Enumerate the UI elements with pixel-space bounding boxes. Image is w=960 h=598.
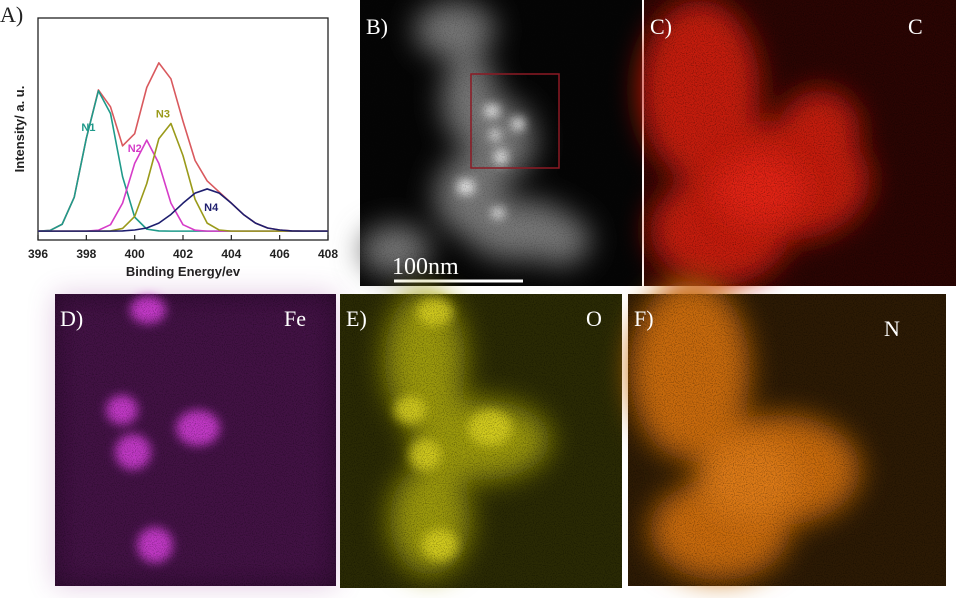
series-line xyxy=(37,62,328,232)
xps-chart: A) Binding Energy/ev Intensity/ a. u. 39… xyxy=(0,2,338,279)
peak-label: N4 xyxy=(204,202,219,214)
x-tick-label: 404 xyxy=(221,247,241,261)
scale-bar-label: 100nm xyxy=(392,254,459,280)
series-line xyxy=(38,188,328,232)
eds-map-c: C) C xyxy=(640,0,956,286)
x-axis-label: Binding Energy/ev xyxy=(126,264,241,279)
x-tick-label: 400 xyxy=(125,247,145,261)
peak-label: N1 xyxy=(81,122,95,134)
element-label: N xyxy=(884,316,900,341)
eds-map-fe: D) Fe xyxy=(55,294,336,586)
peak-label: N2 xyxy=(128,143,142,155)
x-tick-label: 406 xyxy=(270,247,290,261)
panel-label: F) xyxy=(634,306,654,331)
panel-label: D) xyxy=(60,306,83,331)
x-tick-label: 408 xyxy=(318,247,338,261)
panel-label: C) xyxy=(650,14,672,39)
tem-image: B) 100nm xyxy=(360,0,642,286)
element-label: C xyxy=(908,14,923,39)
x-tick-label: 396 xyxy=(28,247,48,261)
panel-label: E) xyxy=(346,306,367,331)
peak-label: N3 xyxy=(156,108,170,120)
eds-map-n: F) N xyxy=(628,280,946,586)
x-tick-label: 398 xyxy=(76,247,96,261)
panel-label: A) xyxy=(0,2,23,27)
eds-map-o: E) O xyxy=(340,290,622,588)
series-line xyxy=(38,122,328,232)
element-label: O xyxy=(586,306,602,331)
x-tick-label: 402 xyxy=(173,247,193,261)
panel-label: B) xyxy=(366,14,388,39)
series-line xyxy=(37,90,328,232)
element-label: Fe xyxy=(284,306,306,331)
y-axis-label: Intensity/ a. u. xyxy=(12,86,27,173)
